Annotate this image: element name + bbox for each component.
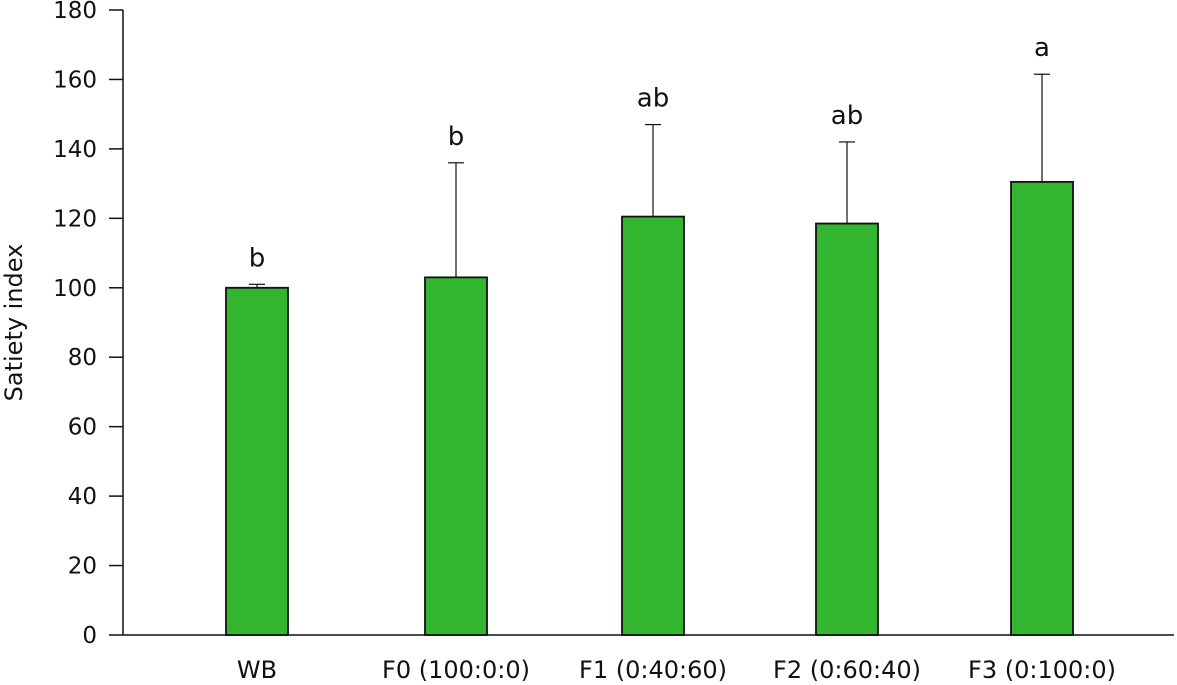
y-axis-title: Satiety index [0, 244, 28, 402]
y-tick-label: 120 [53, 206, 97, 232]
bar [424, 276, 488, 636]
y-tick-label: 160 [53, 67, 97, 93]
x-tick-label: F2 (0:60:40) [773, 656, 921, 684]
y-tick-label: 100 [53, 276, 97, 302]
y-tick-label: 60 [68, 415, 97, 441]
significance-label: ab [637, 84, 669, 114]
x-tick-label: WB [237, 656, 277, 684]
plot-area: 0 20 40 60 80 100 120 140 160 180 b WB b F0 (100:0:0)… [53, 0, 1174, 684]
x-tick-label: F3 (0:100:0) [968, 656, 1116, 684]
bar [225, 286, 289, 636]
y-tick-label: 40 [68, 484, 97, 510]
x-tick-label: F0 (100:0:0) [382, 656, 530, 684]
bar [1010, 180, 1074, 636]
x-tick-label: F1 (0:40:60) [579, 656, 727, 684]
y-tick-label: 180 [53, 0, 97, 24]
bar [815, 222, 879, 636]
bar [621, 215, 685, 636]
y-tick-label: 140 [53, 137, 97, 163]
significance-label: b [448, 122, 465, 152]
y-tick-label: 20 [68, 554, 97, 580]
significance-label: ab [831, 101, 863, 131]
significance-label: a [1034, 33, 1050, 63]
y-tick-label: 80 [68, 345, 97, 371]
y-tick-label: 0 [82, 623, 97, 649]
significance-label: b [249, 243, 266, 273]
